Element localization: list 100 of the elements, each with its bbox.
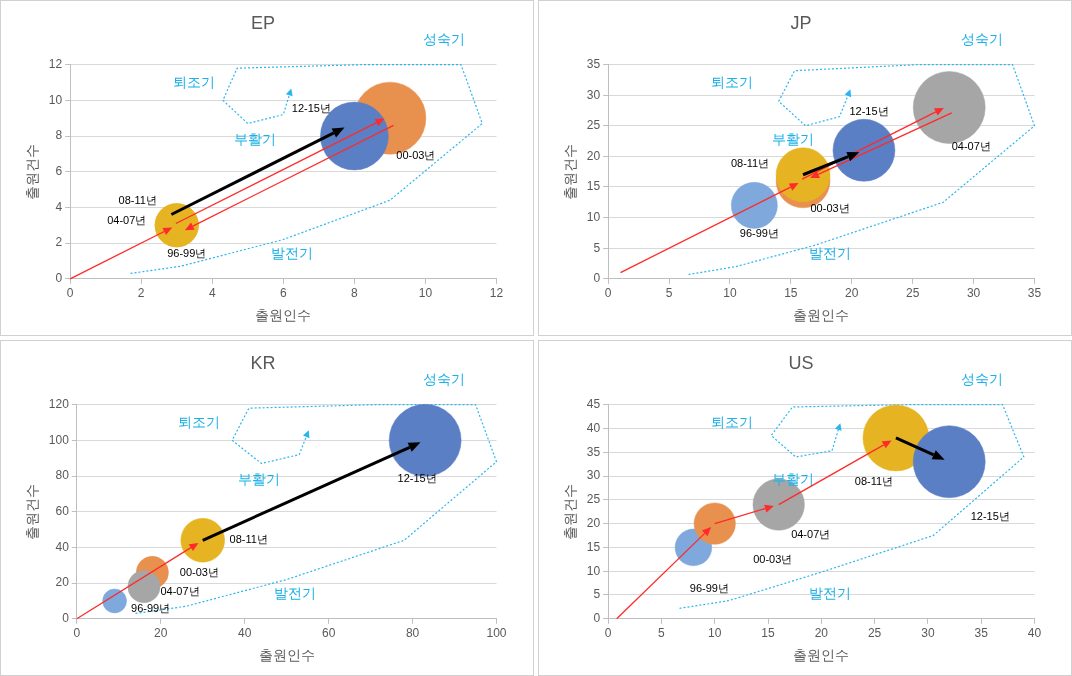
y-tick-label: 10 — [586, 209, 601, 224]
line-series — [678, 404, 1025, 609]
annotation: 발전기 — [270, 244, 313, 261]
series-label: 08-11년 — [229, 533, 268, 546]
series-label: 08-11년 — [118, 194, 157, 207]
annotation: 퇴조기 — [710, 74, 753, 91]
y-tick-label: 10 — [586, 563, 601, 578]
y-axis-title: 출원건수 — [562, 143, 579, 200]
x-tick-label: 100 — [486, 626, 507, 641]
chart-title: JP — [790, 12, 812, 33]
x-tick-label: 5 — [658, 626, 666, 641]
y-tick-label: 0 — [62, 611, 70, 626]
y-axis-title: 출원건수 — [562, 483, 579, 540]
y-tick-label: 100 — [48, 432, 70, 447]
y-tick-label: 25 — [586, 118, 601, 133]
x-tick-label: 20 — [154, 626, 168, 641]
y-tick-label: 12 — [48, 56, 63, 71]
series-label: 04-07년 — [160, 584, 200, 597]
series-label: 96-99년 — [131, 601, 171, 614]
text: 성숙기 — [422, 30, 465, 47]
x-tick-label: 80 — [405, 626, 420, 641]
series-label: 96-99년 — [739, 227, 779, 240]
x-tick-label: 30 — [966, 286, 981, 301]
series-label: 12-15년 — [397, 472, 437, 485]
series-label: 00-03년 — [396, 149, 436, 162]
text: 00-03년 — [753, 552, 793, 565]
y-tick-label: 10 — [48, 92, 63, 107]
y-tick-label: 45 — [586, 396, 601, 411]
x-axis-title: 출원인수 — [255, 307, 312, 324]
y-tick-label: 80 — [55, 468, 70, 483]
y-tick-label: 6 — [55, 164, 63, 179]
x-tick-label: 0 — [73, 626, 81, 641]
series-label: 12-15년 — [849, 105, 889, 118]
annotation: 부활기 — [237, 470, 280, 487]
x-tick-label: 20 — [814, 626, 829, 641]
chart-title: KR — [250, 352, 276, 373]
y-tick-label: 30 — [586, 87, 601, 102]
x-tick-label: 15 — [784, 286, 798, 301]
y-tick-label: 60 — [55, 504, 70, 519]
y-tick-label: 20 — [586, 148, 601, 163]
y-tick-label: 30 — [586, 468, 601, 483]
x-tick-label: 10 — [418, 286, 433, 301]
series-label: 08-11년 — [730, 156, 770, 169]
y-tick-label: 35 — [586, 56, 601, 71]
x-tick-label: 60 — [321, 626, 336, 641]
x-tick-label: 2 — [137, 286, 145, 301]
x-axis-title: 출원인수 — [793, 647, 850, 664]
series-label: 96-99년 — [167, 247, 207, 260]
chart-title: US — [788, 352, 814, 373]
x-tick-label: 25 — [906, 286, 920, 301]
y-tick-label: 0 — [55, 271, 63, 286]
x-tick-label: 8 — [351, 286, 359, 301]
series-label: 08-11년 — [854, 474, 894, 487]
x-tick-label: 5 — [665, 286, 673, 301]
annotation: 퇴조기 — [710, 414, 753, 431]
y-tick-label: 40 — [55, 539, 70, 554]
y-tick-label: 5 — [593, 587, 601, 602]
x-tick-label: 35 — [974, 626, 989, 641]
x-tick-label: 15 — [761, 626, 776, 641]
x-tick-label: 10 — [723, 286, 737, 301]
text: 성숙기 — [960, 370, 1003, 387]
annotation: 발전기 — [808, 244, 851, 261]
series-label: 12-15년 — [970, 509, 1010, 522]
annotation: 퇴조기 — [172, 74, 215, 91]
x-tick-label: 25 — [867, 626, 882, 641]
text: 성숙기 — [423, 370, 466, 387]
x-tick-label: 40 — [238, 626, 252, 641]
y-tick-label: 5 — [593, 240, 601, 255]
x-tick-label: 40 — [1027, 626, 1042, 641]
series-label: 04-07년 — [107, 214, 147, 227]
y-tick-label: 120 — [48, 396, 70, 411]
y-axis-title: 출원건수 — [24, 483, 41, 540]
x-axis-title: 출원인수 — [258, 647, 315, 664]
series-label: 96-99년 — [689, 582, 729, 595]
y-tick-label: 20 — [55, 575, 70, 590]
x-tick-label: 0 — [604, 286, 612, 301]
x-tick-label: 35 — [1027, 286, 1042, 301]
y-tick-label: 2 — [55, 235, 63, 250]
x-tick-label: 20 — [845, 286, 859, 301]
y-tick-label: 0 — [593, 611, 601, 626]
x-tick-label: 30 — [921, 626, 935, 641]
y-tick-label: 35 — [586, 444, 601, 459]
y-tick-label: 25 — [586, 492, 601, 507]
y-tick-label: 8 — [55, 128, 63, 143]
y-tick-label: 15 — [586, 539, 601, 554]
x-tick-label: 0 — [604, 626, 612, 641]
series-label: 04-07년 — [951, 140, 991, 153]
series-label: 04-07년 — [791, 527, 831, 540]
y-tick-label: 40 — [586, 420, 601, 435]
line-series — [687, 63, 1036, 276]
y-tick-label: 20 — [586, 515, 601, 530]
chart-title: EP — [250, 12, 276, 33]
text: 성숙기 — [960, 30, 1003, 47]
annotation: 발전기 — [808, 584, 851, 601]
annotation: 부활기 — [771, 130, 814, 147]
x-tick-label: 12 — [489, 286, 504, 301]
series-label: 12-15년 — [291, 102, 331, 115]
annotation: 부활기 — [233, 130, 276, 147]
x-tick-label: 4 — [208, 286, 216, 301]
series-label: 00-03년 — [179, 566, 219, 579]
